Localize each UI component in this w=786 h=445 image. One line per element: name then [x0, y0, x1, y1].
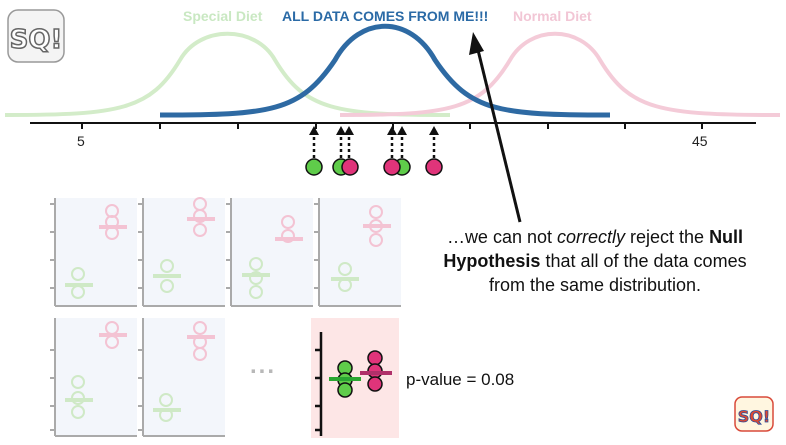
statquest-logo-icon: SQ! — [7, 9, 65, 63]
statquest-small-logo-icon: SQ! — [734, 396, 774, 432]
p-value-label: p-value = 0.08 — [406, 370, 515, 389]
pink-point — [341, 158, 359, 176]
all-data-label: ALL DATA COMES FROM ME!!! — [282, 8, 489, 24]
panel-row-2 — [50, 318, 399, 438]
tick-label-5: 5 — [77, 133, 85, 149]
normal-diet-curve — [339, 31, 781, 117]
pink-point — [383, 158, 401, 176]
svg-text:SQ!: SQ! — [738, 407, 770, 426]
data-arrowheads — [309, 126, 439, 135]
mini-plot — [314, 198, 401, 307]
tick-label-45: 45 — [692, 133, 708, 149]
mini-plot — [138, 318, 225, 437]
normal-diet-label: Normal Diet — [513, 8, 592, 24]
conclusion-caption: …we can not correctly reject the Null Hy… — [443, 227, 747, 295]
number-line-ticks — [81, 123, 703, 129]
special-diet-label: Special Diet — [183, 8, 263, 24]
pink-point — [425, 158, 443, 176]
panel-row-1 — [50, 197, 401, 307]
pointer-arrow-shaft — [476, 49, 522, 223]
number-line-points — [305, 158, 443, 176]
mini-plot — [226, 198, 313, 307]
svg-text:SQ!: SQ! — [10, 25, 63, 55]
mini-plot — [50, 198, 137, 307]
highlighted-plot — [311, 318, 399, 438]
data-arrows — [312, 134, 436, 158]
special-diet-curve — [4, 31, 451, 117]
green-point — [305, 158, 323, 176]
all-data-curve — [159, 23, 611, 118]
pointer-arrow-head — [469, 32, 484, 55]
mini-plot — [50, 318, 137, 437]
mini-plot — [138, 197, 225, 307]
panels-ellipsis: ... — [250, 352, 277, 379]
